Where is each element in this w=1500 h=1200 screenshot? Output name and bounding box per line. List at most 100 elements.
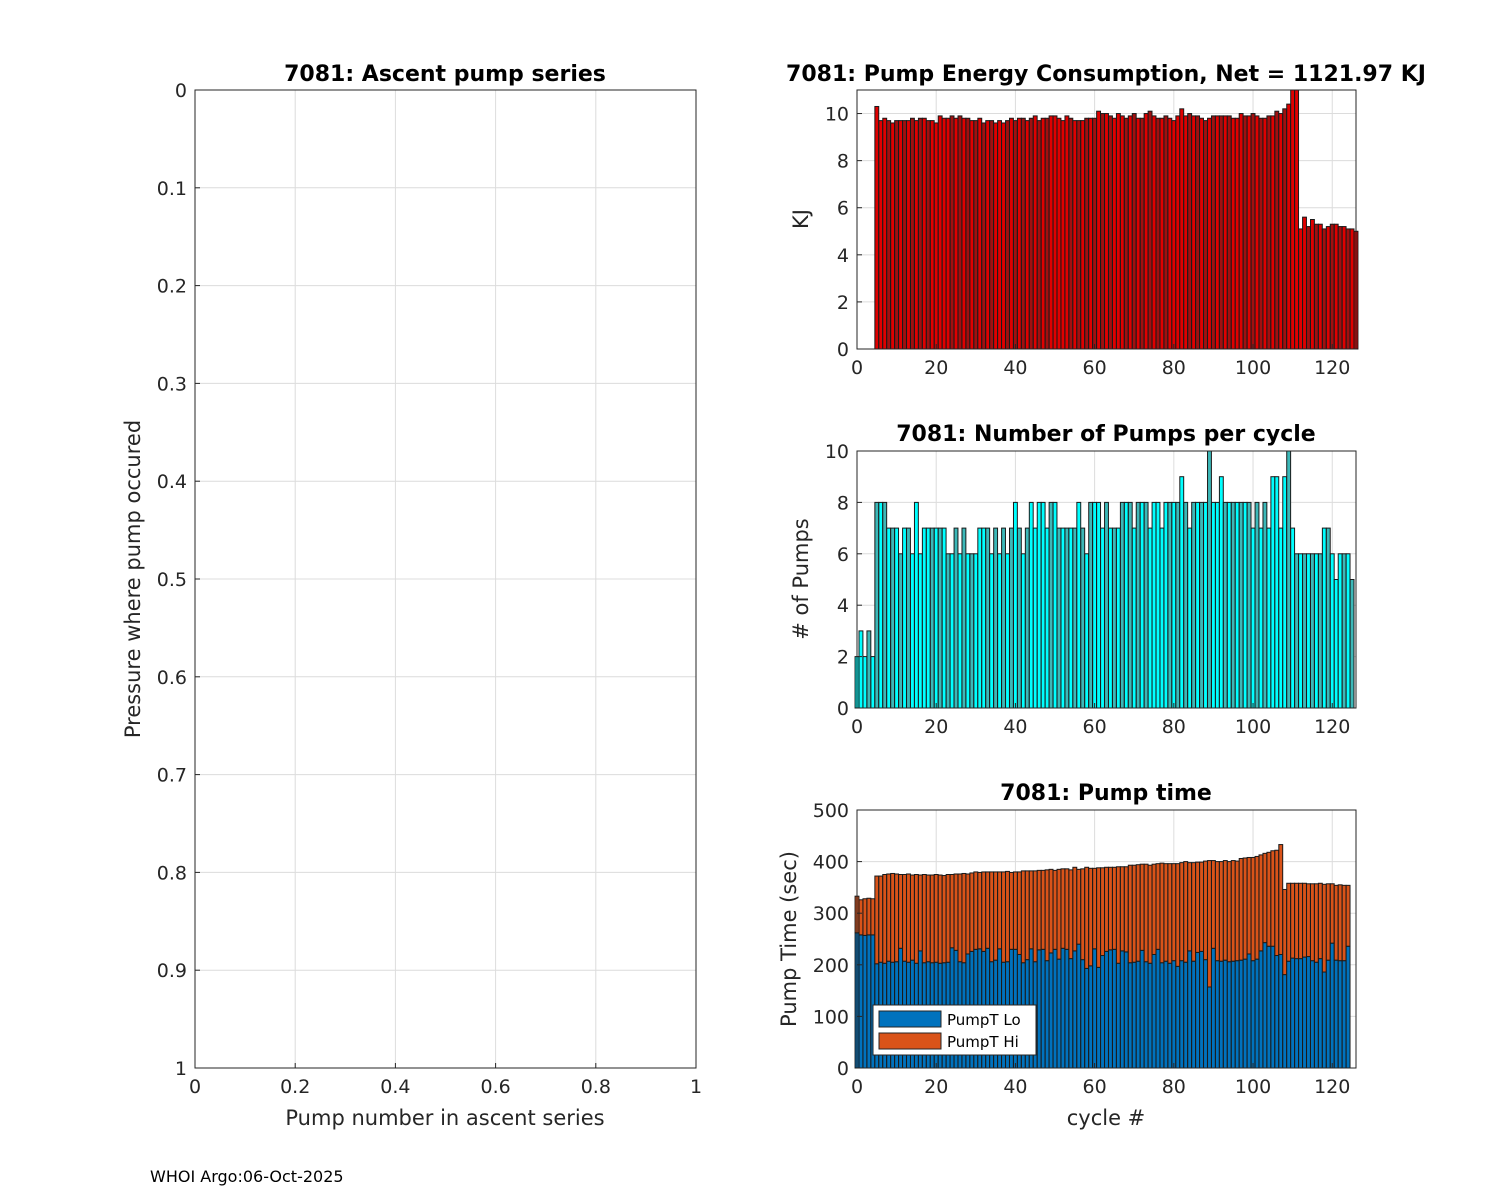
energy-bar <box>894 120 900 350</box>
energy-bar <box>1214 115 1220 350</box>
energy-bar <box>898 120 904 350</box>
energy-bar <box>1207 117 1212 350</box>
pumptime-bar-pumpt-hi <box>878 875 884 963</box>
energy-bar <box>1032 115 1038 350</box>
ascent-pump-series-chart: 0 0.2 0.4 0.6 0.8 100.10.20.30.40.50.60.70.80… <box>121 62 702 1130</box>
energy-x-tick-label: 60 <box>1083 357 1107 379</box>
pumptime-bar-pumpt-hi <box>937 874 943 964</box>
energy-bar <box>1072 120 1078 350</box>
pumptime-bar-pumpt-lo <box>1218 960 1224 1069</box>
energy-bar <box>1175 115 1181 350</box>
energy-x-tick-label: 100 <box>1235 357 1271 379</box>
energy-bar <box>937 115 943 350</box>
pumps-bar <box>1254 501 1260 709</box>
energy-bar <box>1179 108 1185 350</box>
pumptime-bar-pumpt-hi <box>890 872 896 963</box>
pumptime-bar-pumpt-lo <box>1207 986 1212 1069</box>
pumptime-bar-pumpt-hi <box>977 871 983 950</box>
pumptime-y-tick-label: 200 <box>813 955 849 977</box>
pumptime-x-tick-label: 120 <box>1314 1076 1350 1098</box>
pumptime-bar-pumpt-lo <box>1282 974 1288 1069</box>
energy-x-tick-label: 0 <box>851 357 863 379</box>
pumptime-bar-pumpt-lo <box>1036 949 1042 1069</box>
pumptime-bar-pumpt-hi <box>969 872 975 952</box>
pumptime-bar-pumpt-hi <box>1171 863 1177 962</box>
pumps-bar <box>1052 501 1058 709</box>
pumps-bar <box>1100 527 1105 709</box>
energy-bar <box>1088 117 1094 350</box>
pumps-bar <box>1195 501 1201 709</box>
pump-energy-chart: 0 20 40 60 80 100 120 0 2 4 6 8 10 7081: Pump Energy… <box>786 62 1426 379</box>
pumps-bar <box>941 527 947 709</box>
pumps-bar <box>862 656 868 709</box>
pumptime-bar-pumpt-lo <box>1108 949 1113 1069</box>
pumptime-bar-pumpt-lo <box>1163 960 1169 1069</box>
pumps-y-tick-label: 6 <box>837 544 849 566</box>
ascent-x-tick-label: 0.4 <box>380 1076 410 1098</box>
pumptime-bar-pumpt-lo <box>1151 953 1157 1069</box>
energy-bar <box>1060 120 1066 350</box>
pumps-bar <box>1349 579 1355 709</box>
energy-bar <box>1127 115 1133 350</box>
pumptime-bar-pumpt-hi <box>961 872 967 964</box>
pumptime-bar-pumpt-lo <box>1313 961 1319 1069</box>
pumptime-y-tick-label: 300 <box>813 903 849 925</box>
pumptime-bar-pumpt-hi <box>1282 888 1288 976</box>
energy-bar <box>1115 113 1121 350</box>
energy-bar <box>921 117 927 350</box>
pumptime-bar-pumpt-lo <box>1092 948 1098 1069</box>
pumps-bar <box>1143 501 1149 709</box>
pumptime-bar-pumpt-lo <box>1274 955 1280 1069</box>
pumptime-bar-pumpt-hi <box>1096 867 1102 968</box>
pumptime-bar-pumpt-lo <box>1230 960 1236 1069</box>
pumptime-bar-pumpt-lo <box>1183 961 1189 1069</box>
pumptime-bar-pumpt-hi <box>894 873 900 963</box>
pumps-bar <box>1088 501 1094 709</box>
ascent-x-tick-label: 0.2 <box>280 1076 310 1098</box>
pumps-bar <box>985 527 991 709</box>
energy-bar <box>1016 117 1022 350</box>
pumps-bar <box>910 553 915 709</box>
pumptime-bar-pumpt-lo <box>1060 947 1066 1069</box>
pumptime-bar-pumpt-hi <box>1333 884 1339 961</box>
pumps-x-tick-label: 80 <box>1162 716 1186 738</box>
pumptime-y-tick-label: 100 <box>813 1006 849 1028</box>
ascent-x-tick-label: 0.8 <box>581 1076 611 1098</box>
pumps-bar <box>1309 553 1315 709</box>
pumptime-bar-pumpt-lo <box>1278 953 1284 1069</box>
pumptime-bar-pumpt-lo <box>1175 965 1181 1069</box>
pumptime-bar-pumpt-hi <box>925 874 931 963</box>
pumptime-bar-pumpt-hi <box>1135 864 1141 962</box>
energy-bar <box>1294 89 1300 350</box>
pumps-bar <box>973 553 979 709</box>
pumptime-bar-pumpt-hi <box>1309 883 1315 962</box>
energy-bar <box>1151 115 1157 350</box>
pumptime-bar-pumpt-hi <box>886 873 892 962</box>
pumptime-bar-pumpt-lo <box>1337 960 1343 1069</box>
pumptime-bar-pumpt-lo <box>1159 962 1165 1069</box>
pumps-bar <box>1179 476 1185 709</box>
pumptime-bar-pumpt-lo <box>1072 950 1078 1069</box>
energy-bar <box>1024 120 1030 350</box>
pumps-bar <box>1115 527 1121 709</box>
energy-bar <box>1333 223 1339 350</box>
energy-bar <box>913 120 919 350</box>
pumptime-bar-pumpt-hi <box>1325 883 1331 961</box>
energy-bar <box>981 122 987 350</box>
pumptime-bar-pumpt-hi <box>1131 864 1137 963</box>
energy-bar <box>1068 117 1074 350</box>
pumptime-bar-pumpt-hi <box>1143 863 1149 963</box>
pumps-bar <box>1282 476 1288 709</box>
energy-bar <box>1321 228 1327 350</box>
pumptime-y-axis-label: Pump Time (sec) <box>777 851 801 1027</box>
pumptime-bar-pumpt-hi <box>993 871 999 961</box>
energy-bar <box>929 120 935 350</box>
pumps-x-tick-label: 100 <box>1235 716 1271 738</box>
pumps-bar <box>1262 501 1268 709</box>
pumps-bar <box>1298 553 1303 709</box>
pumptime-bar-pumpt-hi <box>862 898 868 936</box>
pumps-bar <box>1135 501 1141 709</box>
pumptime-bar-pumpt-hi <box>985 871 991 949</box>
pumps-bar <box>1317 553 1323 709</box>
pumptime-bar-pumpt-hi <box>1246 856 1252 955</box>
